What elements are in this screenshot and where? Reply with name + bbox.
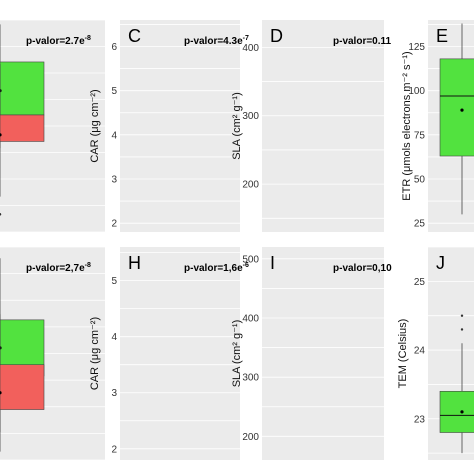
y-tick-label: 75	[414, 130, 426, 141]
panel-8: 23 24 25 TEM (Celsius) J	[397, 247, 474, 460]
p-value-text: p-valor=2,7e	[26, 263, 85, 274]
box	[0, 364, 45, 410]
panel-plot-area	[428, 23, 474, 224]
p-value-text: p-valor=4.3e	[184, 36, 243, 47]
panel-2: 2 3 4 5 6 CAR (μg cm⁻²) C p-valor=4.3e-7	[89, 20, 249, 232]
panel-5: p-valor=2,7e-8	[0, 247, 105, 460]
panel-plot-area	[0, 20, 105, 232]
panel-letter: H	[128, 253, 141, 273]
mean-point	[460, 108, 464, 112]
box-group-1	[439, 314, 474, 454]
y-axis-label: CAR (μg cm⁻²)	[89, 89, 101, 162]
panel-background	[262, 247, 384, 460]
y-tick-label: 25	[414, 219, 426, 230]
y-tick-label: 3	[111, 175, 117, 186]
p-value-label: p-valor=2.7e-8	[26, 35, 91, 47]
p-value-exponent: -8	[85, 35, 91, 42]
box	[439, 58, 474, 157]
box	[0, 114, 45, 142]
y-tick-label: 400	[242, 43, 259, 54]
panel-plot-area	[428, 247, 474, 454]
box-group-2	[0, 64, 45, 216]
panel-1: p-valor=2.7e-8	[0, 20, 105, 232]
p-value-text: p-valor=0.11	[333, 36, 392, 47]
p-value-text: p-valor=2.7e	[26, 36, 85, 47]
y-tick-label: 2	[111, 219, 117, 230]
outlier-point	[460, 314, 464, 317]
p-value-label: p-valor=0,10	[333, 263, 392, 274]
p-value-exponent: -6	[243, 262, 249, 269]
y-axis-label: SLA (cm² g⁻¹)	[231, 320, 243, 388]
y-tick-label: 50	[414, 175, 426, 186]
y-tick-label: 25	[414, 277, 426, 288]
p-value-text: p-valor=1,6e	[184, 263, 243, 274]
p-value-exponent: -7	[243, 35, 249, 42]
outlier-point	[460, 328, 464, 331]
panel-plot-area	[120, 24, 240, 224]
y-axis-label: SLA (cm² g⁻¹)	[231, 92, 243, 160]
panel-letter: J	[436, 253, 445, 273]
y-tick-label: 200	[242, 432, 259, 443]
mean-point	[0, 133, 2, 137]
panel-letter: E	[436, 26, 448, 46]
box	[0, 61, 45, 116]
panel-background	[262, 20, 384, 232]
y-tick-label: 5	[111, 276, 117, 287]
y-tick-label: 24	[414, 346, 426, 357]
y-tick-label: 400	[242, 314, 259, 325]
panel-letter: C	[128, 26, 141, 46]
y-tick-label: 4	[111, 130, 117, 141]
p-value-label: p-valor=2,7e-8	[26, 262, 91, 274]
box	[439, 390, 474, 433]
panel-letter: D	[270, 26, 283, 46]
p-value-label: p-valor=0.11	[333, 36, 392, 47]
panel-plot-area	[262, 46, 384, 219]
y-tick-label: 125	[408, 42, 425, 53]
p-value-label: p-valor=1,6e-6	[184, 262, 249, 274]
p-value-label: p-valor=4.3e-7	[184, 35, 249, 47]
mean-point	[0, 391, 2, 395]
y-tick-label: 6	[111, 42, 117, 53]
panel-background	[120, 247, 240, 460]
panel-plot-area	[262, 258, 384, 437]
mean-point	[460, 410, 464, 414]
panel-7: 200 300 400 500 SLA (cm² g⁻¹) I p-valor=0,10	[231, 247, 392, 460]
box-group-2	[0, 314, 45, 452]
panel-3: 200 300 400 SLA (cm² g⁻¹) D p-valor=0.11	[231, 20, 392, 232]
p-value-text: p-valor=0,10	[333, 263, 392, 274]
y-tick-label: 5	[111, 86, 117, 97]
panel-letter: I	[270, 253, 275, 273]
y-tick-label: 2	[111, 444, 117, 455]
y-axis-label: ETR (μmols electrons m⁻² s⁻¹)	[401, 51, 413, 200]
y-tick-label: 100	[408, 86, 425, 97]
panel-plot-area	[120, 252, 240, 450]
y-axis-label: CAR (μg cm⁻²)	[89, 317, 101, 390]
y-axis-label: TEM (Celsius)	[397, 319, 409, 389]
panel-plot-area	[0, 247, 105, 460]
y-tick-label: 200	[242, 180, 259, 191]
y-tick-label: 3	[111, 388, 117, 399]
panel-background	[120, 20, 240, 232]
y-tick-label: 300	[242, 373, 259, 384]
panel-6: 2 3 4 5 CAR (μg cm⁻²) H p-valor=1,6e-6	[89, 247, 249, 460]
y-tick-label: 4	[111, 332, 117, 343]
box-group-1	[439, 23, 474, 215]
outlier-point	[0, 213, 2, 216]
p-value-exponent: -8	[85, 262, 91, 269]
y-tick-label: 23	[414, 414, 426, 425]
y-tick-label: 300	[242, 111, 259, 122]
y-tick-label: 500	[242, 254, 259, 265]
